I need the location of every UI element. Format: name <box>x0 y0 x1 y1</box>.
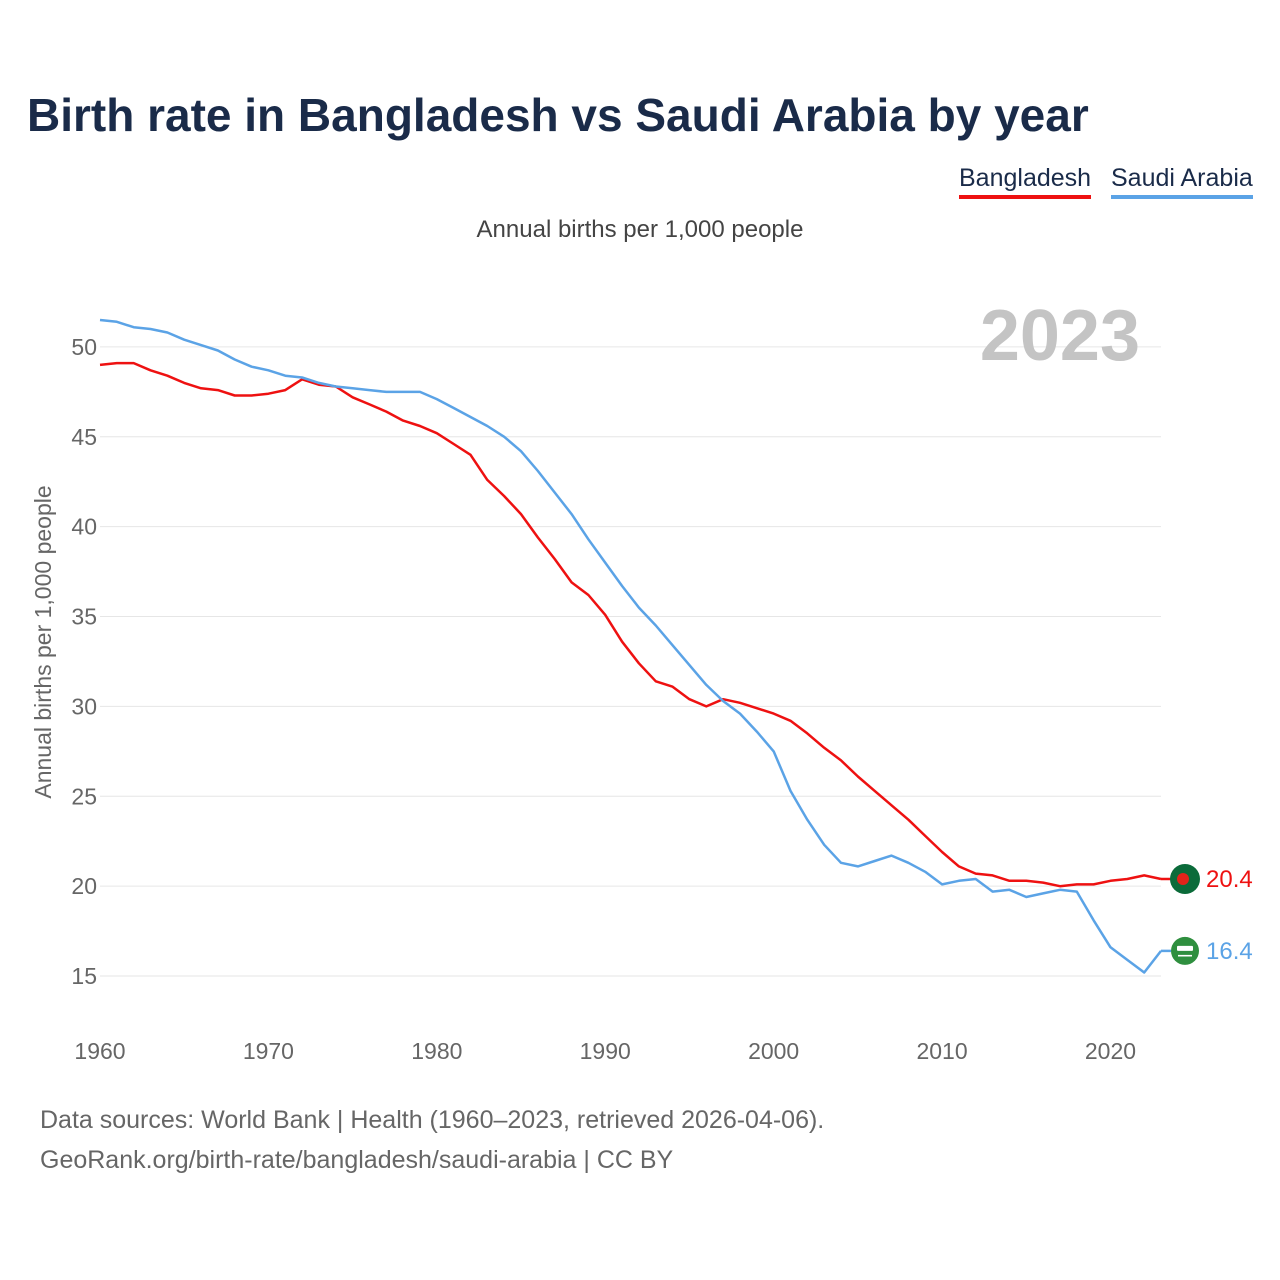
series-line-saudi-arabia <box>99 318 1162 974</box>
footer-url: GeoRank.org/birth-rate/bangladesh/saudi-… <box>40 1146 674 1174</box>
saudi-arabia-flag-icon <box>1171 936 1199 965</box>
y-tick-label: 50 <box>71 334 97 360</box>
series-line-bangladesh <box>99 361 1162 888</box>
gridlines <box>100 346 1161 977</box>
y-tick-label: 40 <box>71 514 97 540</box>
x-tick-label: 1980 <box>411 1038 462 1064</box>
y-tick-label: 45 <box>71 424 97 450</box>
y-axis-ticks: 15 20 25 30 35 40 45 50 <box>71 334 97 989</box>
x-axis-ticks: 1960 1970 1980 1990 2000 2010 2020 <box>74 1038 1136 1064</box>
x-tick-label: 2010 <box>916 1038 967 1064</box>
y-tick-label: 20 <box>71 873 97 899</box>
bangladesh-flag-icon <box>1170 863 1200 894</box>
end-value-label-bangladesh: 20.4 <box>1206 866 1253 893</box>
series-lines <box>99 318 1171 974</box>
legend-item-bangladesh[interactable]: Bangladesh <box>959 164 1092 199</box>
x-tick-label: 2000 <box>748 1038 799 1064</box>
chart-title: Birth rate in Bangladesh vs Saudi Arabia… <box>27 89 1089 141</box>
x-tick-label: 1990 <box>580 1038 631 1064</box>
end-markers: 20.4 16.4 <box>1170 863 1253 965</box>
y-axis-label: Annual births per 1,000 people <box>30 485 56 798</box>
y-tick-label: 35 <box>71 604 97 630</box>
x-tick-label: 2020 <box>1085 1038 1136 1064</box>
footer-source: Data sources: World Bank | Health (1960–… <box>40 1106 825 1134</box>
y-tick-label: 15 <box>71 963 97 989</box>
y-tick-label: 25 <box>71 783 97 809</box>
x-tick-label: 1970 <box>243 1038 294 1064</box>
chart-subtitle: Annual births per 1,000 people <box>476 216 804 243</box>
end-value-label-saudi-arabia: 16.4 <box>1206 938 1253 965</box>
year-watermark: 2023 <box>980 296 1140 376</box>
legend-item-saudi-arabia[interactable]: Saudi Arabia <box>1111 164 1253 199</box>
y-tick-label: 30 <box>71 693 97 719</box>
x-tick-label: 1960 <box>74 1038 125 1064</box>
